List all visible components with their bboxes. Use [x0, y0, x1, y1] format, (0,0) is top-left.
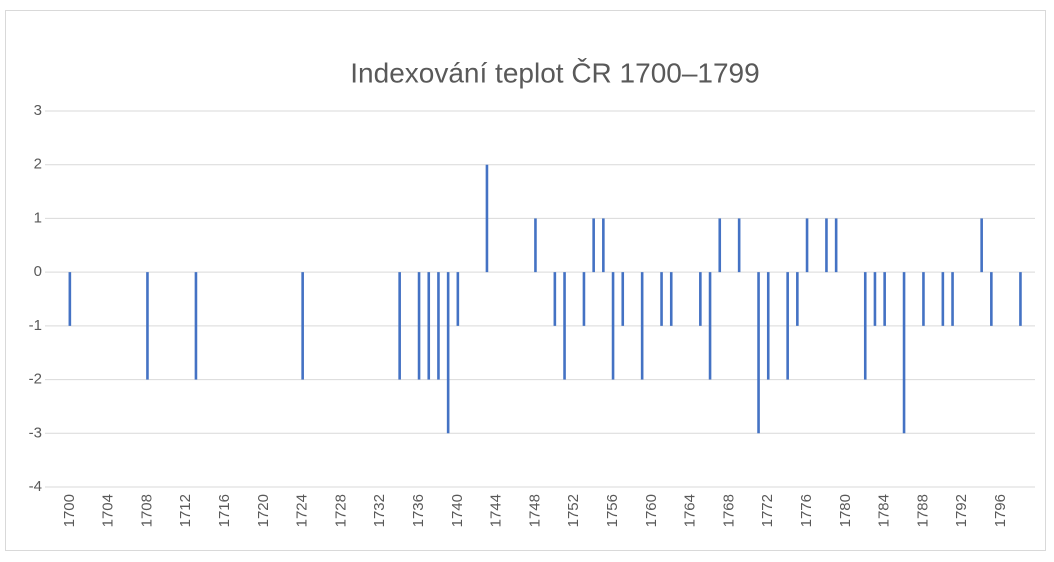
bar — [834, 218, 838, 273]
x-tick-label: 1788 — [914, 494, 931, 527]
y-tick-label: 0 — [34, 263, 42, 280]
bar — [863, 272, 867, 380]
x-tick-label: 1704 — [100, 494, 117, 527]
y-tick-label: -4 — [29, 478, 42, 495]
x-tick-label: 1700 — [61, 494, 78, 527]
bar — [592, 218, 595, 273]
x-tick-label: 1796 — [992, 494, 1009, 527]
bar — [883, 272, 886, 326]
x-tick-label: 1740 — [449, 494, 466, 527]
bar — [640, 272, 644, 380]
bar — [766, 272, 770, 380]
x-tick-label: 1732 — [371, 494, 388, 527]
x-tick-label: 1736 — [410, 494, 427, 527]
x-tick-label: 1760 — [643, 494, 660, 527]
bar — [456, 272, 460, 326]
bar — [951, 272, 954, 326]
bar — [602, 218, 605, 273]
bar — [941, 272, 945, 326]
bar — [194, 272, 198, 380]
bar — [708, 272, 712, 380]
bar — [446, 272, 450, 434]
x-tick-label: 1720 — [255, 494, 272, 527]
x-tick-label: 1748 — [526, 494, 543, 527]
chart-title: Indexování teplot ČR 1700–1799 — [350, 57, 759, 88]
bar — [301, 272, 304, 380]
x-tick-label: 1792 — [953, 494, 970, 527]
x-tick-label: 1768 — [720, 494, 737, 527]
bar — [660, 272, 663, 326]
bar — [922, 272, 925, 326]
x-tick-label: 1728 — [332, 494, 349, 527]
x-tick-label: 1716 — [216, 494, 233, 527]
bar — [1019, 272, 1022, 326]
y-tick-label: -2 — [29, 371, 42, 388]
bar — [669, 272, 673, 326]
x-tick-label: 1756 — [604, 494, 621, 527]
bar — [757, 272, 760, 434]
bar — [902, 272, 906, 434]
bar — [611, 272, 615, 380]
bar — [718, 218, 722, 273]
bar — [873, 272, 877, 326]
y-tick-label: 1 — [34, 209, 42, 226]
bar — [553, 272, 557, 326]
x-tick-label: 1744 — [488, 494, 505, 527]
bar — [582, 272, 586, 326]
bar — [398, 272, 401, 380]
x-tick-label: 1724 — [294, 494, 311, 527]
x-tick-label: 1784 — [876, 494, 893, 527]
bar — [417, 272, 421, 380]
x-tick-label: 1780 — [837, 494, 854, 527]
bar — [796, 272, 799, 326]
bar — [737, 218, 741, 273]
bar — [68, 272, 72, 326]
x-tick-label: 1708 — [138, 494, 155, 527]
y-tick-label: 2 — [34, 156, 42, 173]
bar — [485, 164, 489, 273]
x-tick-label: 1752 — [565, 494, 582, 527]
bar — [805, 218, 809, 273]
y-tick-label: 3 — [34, 102, 42, 119]
y-tick-label: -1 — [29, 317, 42, 334]
x-tick-label: 1764 — [682, 494, 699, 527]
bar — [990, 272, 993, 326]
bar — [786, 272, 789, 380]
bar — [427, 272, 431, 380]
x-tick-label: 1712 — [177, 494, 194, 527]
bar — [825, 218, 828, 273]
y-tick-label: -3 — [29, 424, 42, 441]
bar — [621, 272, 625, 326]
bar — [534, 218, 537, 273]
x-tick-label: 1776 — [798, 494, 815, 527]
bar — [980, 218, 983, 273]
bar — [437, 272, 440, 380]
x-tick-label: 1772 — [759, 494, 776, 527]
bar — [146, 272, 149, 380]
bar — [563, 272, 566, 380]
bar — [699, 272, 702, 326]
chart-frame — [5, 10, 1046, 551]
